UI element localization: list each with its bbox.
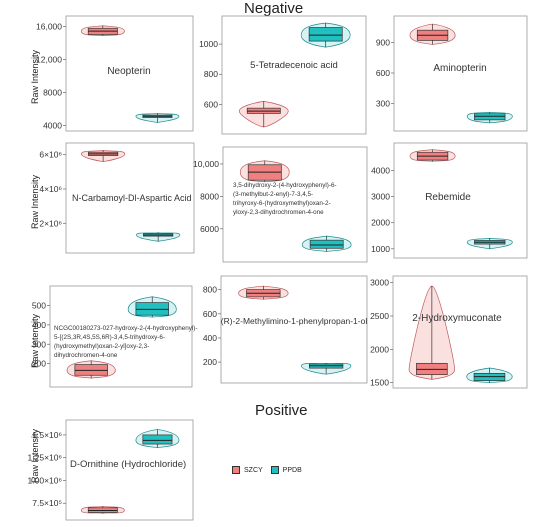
chart-title: NCGC00180273-027-hydroxy-2-(4-hydroxyphe… bbox=[54, 325, 198, 359]
chart-9: 1500 2000 2500 3000 2-Hydroxymuconate bbox=[370, 275, 528, 389]
y-tick-label: 600 bbox=[204, 99, 218, 109]
y-tick-label: 2×10⁶ bbox=[39, 218, 62, 228]
y-tick-label: 400 bbox=[203, 333, 217, 343]
chart-10: 7.5×10⁵ 1.00×10⁶ 1.25×10⁶ 1.5×10⁶ D-Ornithin… bbox=[28, 419, 194, 521]
chart-title: 5-Tetradecenoic acid bbox=[250, 60, 338, 71]
y-tick-label: 200 bbox=[32, 359, 46, 369]
plot-frame bbox=[393, 142, 528, 259]
y-tick-label: 4000 bbox=[43, 120, 62, 130]
y-tick-label: 1500 bbox=[370, 378, 389, 388]
y-tick-label: 4000 bbox=[371, 165, 390, 175]
y-tick-label: 800 bbox=[203, 285, 217, 295]
y-tick-label: 1.25×10⁶ bbox=[28, 453, 62, 463]
y-tick-label: 400 bbox=[32, 320, 46, 330]
chart-title: Aminopterin bbox=[433, 63, 486, 74]
y-tick-label: 8000 bbox=[200, 191, 219, 201]
chart-title: (R)-2-Methylimino-1-phenylpropan-1-ol bbox=[221, 316, 368, 326]
y-tick-label: 600 bbox=[203, 309, 217, 319]
legend: SZCY PPDB bbox=[232, 466, 302, 474]
chart-title: 3,5-dihydroxy-2-(4-hydroxyphenyl)-6-(3-m… bbox=[233, 182, 337, 216]
y-tick-label: 600 bbox=[376, 68, 390, 78]
box-ppdb bbox=[142, 434, 173, 445]
chart-4: 2×10⁶ 4×10⁶ 6×10⁶ N-Carbamoyl-Dl-Aspartic A… bbox=[39, 142, 195, 254]
y-tick-label: 6×10⁶ bbox=[39, 150, 62, 160]
chart-2: 600 800 1000 5-Tetradecenoic acid bbox=[199, 15, 367, 135]
chart-5: 6000 8000 10,000 3,5-dihydroxy-2-(4-hydroxy… bbox=[193, 146, 368, 263]
chart-7: 200 300 400 500 NCGC00180273-027-hydroxy-2-(… bbox=[32, 285, 198, 388]
y-tick-label: 6000 bbox=[200, 224, 219, 234]
y-tick-label: 1000 bbox=[371, 244, 390, 254]
y-tick-label: 2500 bbox=[370, 311, 389, 321]
y-tick-label: 500 bbox=[32, 301, 46, 311]
y-tick-label: 3000 bbox=[370, 278, 389, 288]
legend-swatch-ppdb bbox=[270, 466, 279, 474]
y-tick-label: 2000 bbox=[370, 344, 389, 354]
y-tick-label: 300 bbox=[376, 99, 390, 109]
y-tick-label: 1.00×10⁶ bbox=[28, 475, 62, 485]
chart-title: D-Ornithine (Hydrochloride) bbox=[70, 459, 186, 470]
legend-label-ppdb: PPDB bbox=[282, 466, 302, 474]
negative-title: Negative bbox=[244, 0, 304, 17]
chart-title: Neopterin bbox=[107, 66, 150, 77]
y-tick-label: 1000 bbox=[199, 39, 218, 49]
legend-label-szcy: SZCY bbox=[244, 466, 263, 474]
positive-title: Positive bbox=[255, 402, 308, 419]
y-tick-label: 12,000 bbox=[36, 55, 62, 65]
chart-6: 1000 2000 3000 4000 Rebemide bbox=[371, 142, 528, 259]
y-tick-label: 8000 bbox=[43, 87, 62, 97]
box-ppdb bbox=[474, 113, 506, 121]
chart-title: 2-Hydroxymuconate bbox=[412, 313, 502, 324]
y-tick-label: 10,000 bbox=[193, 159, 219, 169]
chart-3: 300 600 900 Aminopterin bbox=[376, 15, 528, 132]
box-ppdb bbox=[308, 27, 343, 42]
chart-title: Rebemide bbox=[425, 192, 471, 203]
y-tick-label: 2000 bbox=[371, 218, 390, 228]
y-tick-label: 200 bbox=[203, 357, 217, 367]
legend-swatch-szcy bbox=[232, 466, 240, 474]
y-tick-label: 7.5×10⁵ bbox=[32, 498, 62, 508]
y-tick-label: 3000 bbox=[371, 192, 390, 202]
box-ppdb bbox=[309, 239, 344, 249]
plot-frame bbox=[65, 15, 194, 132]
y-tick-label: 800 bbox=[204, 69, 218, 79]
y-tick-label: 300 bbox=[32, 339, 46, 349]
y-tick-label: 16,000 bbox=[36, 22, 62, 32]
chart-1: 4000 8000 12,000 16,000 Neopterin bbox=[36, 15, 194, 132]
y-tick-label: 1.5×10⁶ bbox=[32, 430, 62, 440]
chart-8: 200 400 600 800 (R)-2-Methylimino-1-phenylpr… bbox=[203, 275, 368, 384]
chart-title: N-Carbamoyl-Dl-Aspartic Acid bbox=[72, 193, 192, 203]
y-tick-label: 900 bbox=[376, 37, 390, 47]
y-tick-label: 4×10⁶ bbox=[39, 184, 62, 194]
